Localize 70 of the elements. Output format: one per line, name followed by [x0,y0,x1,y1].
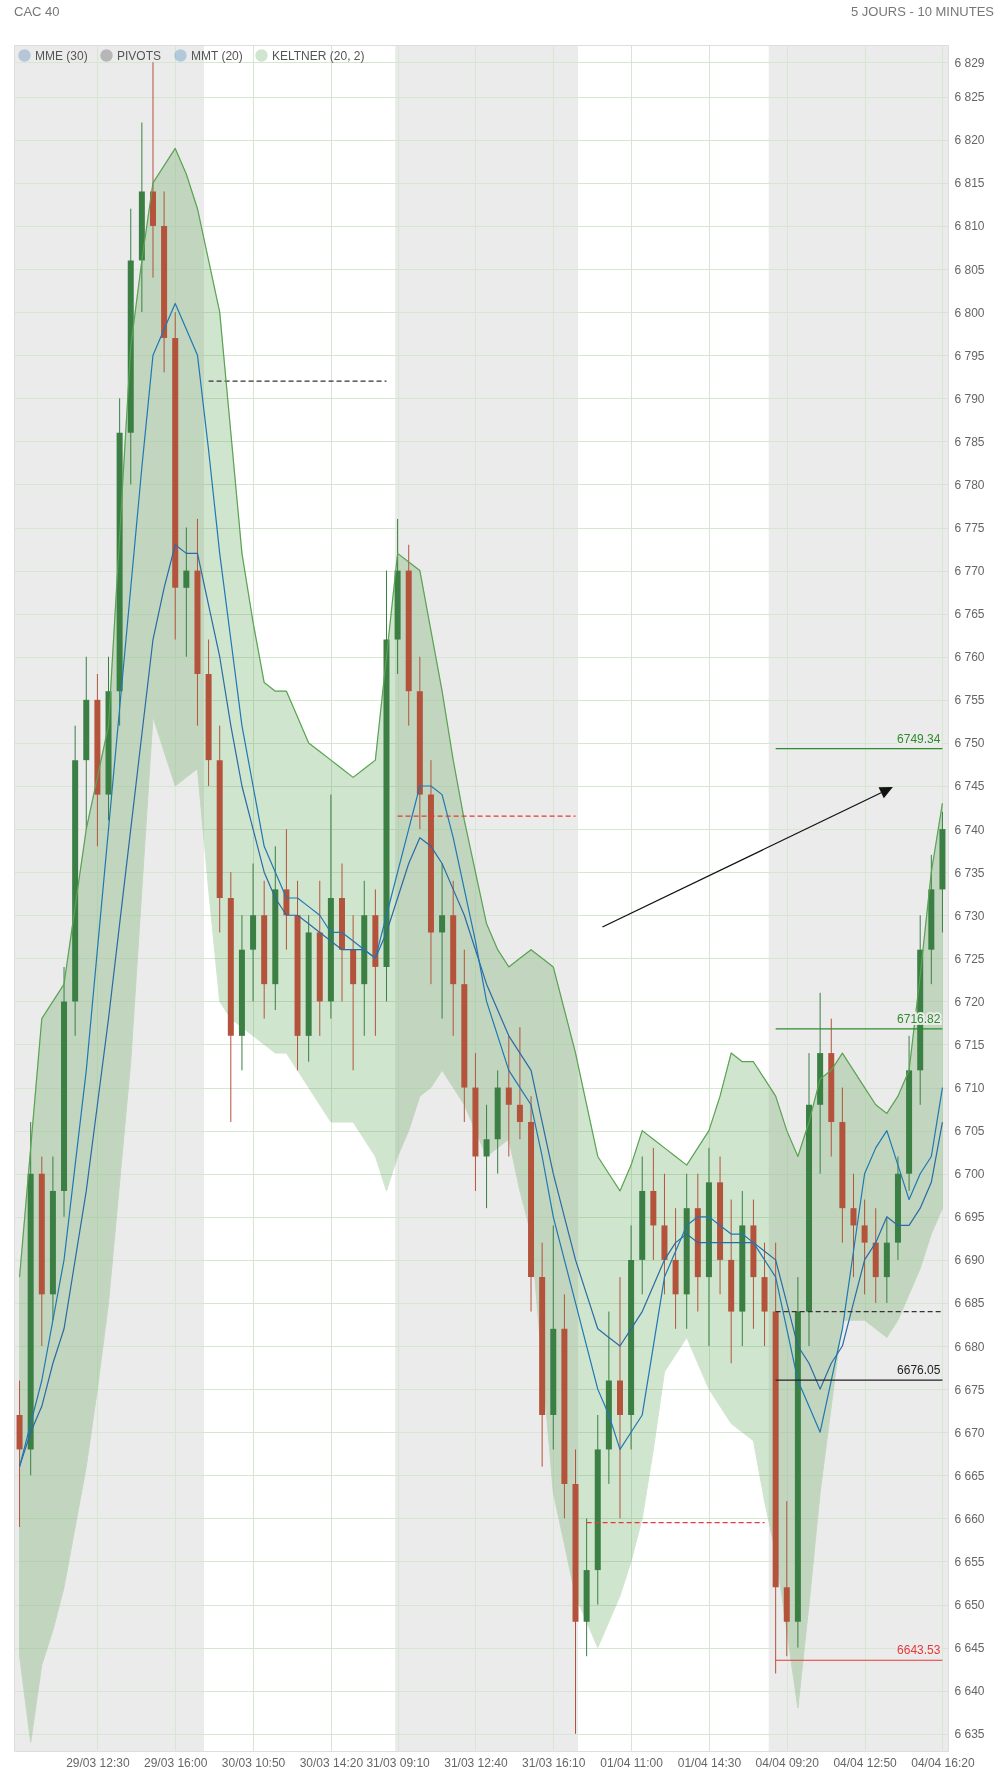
x-tick-label: 04/04 12:50 [833,1755,898,1770]
line-series [18,147,944,1278]
y-tick-label: 6 780 [954,477,985,492]
y-tick-label: 6 700 [954,1167,985,1182]
x-tick-label: 31/03 09:10 [366,1755,431,1770]
x-tick-label: 01/04 11:00 [600,1755,664,1770]
y-tick-label: 6 680 [954,1339,985,1354]
legend-label: MME (30) [35,48,88,63]
y-tick-label: 6 665 [954,1468,985,1483]
y-tick-label: 6 770 [954,564,985,579]
y-tick-label: 6 815 [954,176,985,191]
y-tick-label: 6 795 [954,348,985,363]
y-tick-label: 6 690 [954,1253,985,1268]
chart-title: CAC 40 [14,4,60,19]
legend-label: PIVOTS [117,48,162,63]
y-tick-label: 6 829 [954,55,985,70]
candlestick [439,863,446,1020]
y-tick-label: 6 675 [954,1382,985,1397]
data-label: 6643.53 [897,1643,941,1658]
y-tick-label: 6 740 [954,822,985,837]
y-tick-label: 6 745 [954,779,985,794]
candlestick [505,1035,512,1157]
y-tick-label: 6 710 [954,1081,985,1096]
y-tick-label: 6 660 [954,1511,985,1526]
y-tick-label: 6 760 [954,650,985,665]
y-tick-label: 6 805 [954,262,985,277]
x-tick-label: 29/03 12:30 [66,1755,130,1770]
legend-label: KELTNER (20, 2) [272,48,365,63]
y-tick-label: 6 810 [954,219,985,234]
x-tick-label: 04/04 16:20 [911,1755,975,1770]
y-tick-label: 6 790 [954,391,985,406]
x-tick-label: 31/03 16:10 [522,1755,586,1770]
y-tick-label: 6 765 [954,607,985,622]
candlestick [516,1026,523,1140]
y-tick-label: 6 695 [954,1210,985,1225]
y-tick-label: 6 705 [954,1124,985,1139]
y-tick-label: 6 645 [954,1641,985,1656]
candlestick [483,1104,490,1209]
y-tick-label: 6 635 [954,1727,985,1742]
y-tick-label: 6 725 [954,951,985,966]
x-tick-label: 04/04 09:20 [755,1755,820,1770]
y-tick-label: 6 650 [954,1598,985,1613]
y-tick-label: 6 820 [954,133,985,148]
data-label: 6749.34 [897,731,941,746]
y-tick-label: 6 640 [954,1684,985,1699]
y-tick-label: 6 715 [954,1037,985,1052]
x-tick-label: 30/03 10:50 [221,1755,286,1770]
x-tick-label: 01/04 14:30 [677,1755,742,1770]
data-label: 6676.05 [897,1363,941,1378]
x-tick-label: 29/03 16:00 [144,1755,208,1770]
y-tick-label: 6 720 [954,994,985,1009]
chart-subtitle: 5 JOURS - 10 MINUTES [850,4,994,19]
y-tick-label: 6 775 [954,521,985,536]
candlestick [183,527,190,658]
y-tick-label: 6 670 [954,1425,985,1440]
x-tick-label: 31/03 12:40 [444,1755,508,1770]
line-series [18,302,944,1468]
y-tick-label: 6 785 [954,434,985,449]
y-tick-label: 6 750 [954,736,985,751]
candlestick [861,1199,868,1295]
y-tick-label: 6 755 [954,693,985,708]
legend-label: MMT (20) [191,48,243,63]
x-tick-label: 30/03 14:20 [299,1755,364,1770]
y-tick-label: 6 800 [954,305,985,320]
y-tick-label: 6 735 [954,865,985,880]
y-tick-label: 6 825 [954,90,985,105]
y-tick-label: 6 730 [954,908,985,923]
y-tick-label: 6 685 [954,1296,985,1311]
candlestick [850,1173,857,1278]
y-tick-label: 6 655 [954,1554,985,1569]
